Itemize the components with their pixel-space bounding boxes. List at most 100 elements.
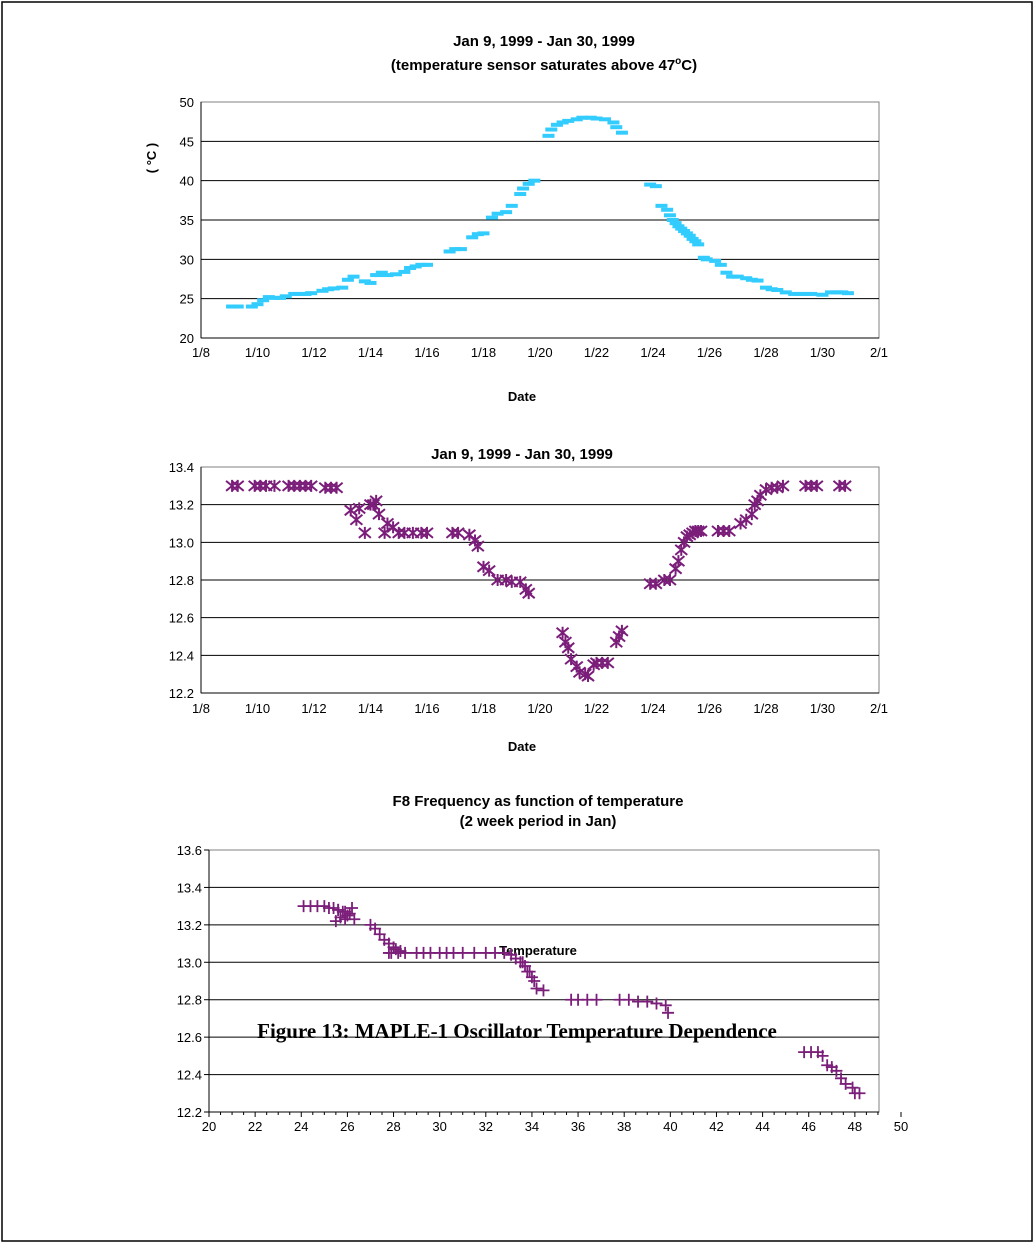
- chart1-point: [251, 302, 264, 307]
- chart2-point: [471, 540, 485, 553]
- chart1-point: [590, 116, 603, 121]
- chart2-point: [482, 564, 496, 577]
- chart3-x-tick-label: 24: [294, 1119, 308, 1134]
- chart1-point: [675, 226, 688, 231]
- chart1-point: [720, 270, 733, 275]
- chart1-point: [522, 181, 535, 186]
- chart3-point: [839, 1077, 852, 1090]
- chart2-point: [745, 508, 759, 521]
- frequency-vs-date-chart: Jan 9, 1999 - Jan 30, 1999 Date 12.2 12.4…: [169, 446, 888, 754]
- chart3-y-tick-label: 13.0: [177, 955, 202, 970]
- chart1-point: [375, 270, 388, 275]
- chart3-title: F8 Frequency as function of temperature: [393, 793, 684, 810]
- chart3-point: [530, 982, 543, 995]
- chart3-x-tick-label: 48: [848, 1119, 862, 1134]
- chart1-point: [576, 115, 589, 120]
- chart2-point: [671, 555, 686, 568]
- chart1-point: [542, 133, 555, 138]
- chart3-point: [622, 993, 635, 1006]
- chart2-point: [352, 502, 366, 515]
- chart1-x-tick-label: 1/10: [245, 345, 270, 360]
- chart2-point: [776, 479, 790, 492]
- chart2-y-tick-label: 12.4: [169, 648, 194, 663]
- chart3-point: [348, 913, 361, 926]
- chart1-x-tick-label: 1/30: [810, 345, 835, 360]
- chart1-point: [364, 280, 377, 285]
- chart3-x-tick-label: 40: [663, 1119, 677, 1134]
- chart2-point: [522, 587, 536, 600]
- chart2-point: [369, 494, 383, 507]
- chart2-y-tick-label: 13.0: [169, 535, 194, 550]
- chart3-y-tick-label: 13.6: [177, 843, 202, 858]
- chart2-point: [451, 526, 465, 539]
- chart3-point: [537, 984, 550, 997]
- chart1-point: [443, 249, 456, 254]
- chart3-point: [456, 946, 469, 959]
- chart1-point: [678, 229, 691, 234]
- chart1-x-tick-label: 1/28: [753, 345, 778, 360]
- chart1-point: [680, 231, 693, 236]
- chart1-point: [663, 213, 676, 218]
- chart2-point: [649, 577, 663, 590]
- chart2-point: [694, 525, 708, 538]
- chart3-point: [590, 993, 603, 1006]
- chart3-x-axis-label: Temperature: [499, 943, 577, 958]
- chart1-point: [672, 224, 685, 229]
- chart1-point: [666, 218, 679, 222]
- chart2-x-tick-label: 1/16: [414, 701, 439, 716]
- chart1-point: [661, 207, 674, 212]
- chart1-point: [514, 192, 527, 197]
- chart1-x-tick-label: 1/16: [414, 345, 439, 360]
- chart1-x-axis-label: Date: [508, 389, 536, 404]
- chart1-point: [341, 277, 354, 282]
- chart1-point: [816, 292, 829, 297]
- chart2-point: [420, 526, 434, 539]
- chart1-point: [389, 272, 402, 277]
- chart1-point: [485, 215, 498, 220]
- chart2-point: [231, 479, 245, 492]
- chart2-title: Jan 9, 1999 - Jan 30, 1999: [431, 446, 613, 463]
- chart3-point: [641, 995, 654, 1008]
- chart2-y-tick-label: 13.2: [169, 498, 194, 513]
- chart2-y-tick-label: 12.2: [169, 686, 194, 701]
- chart3-x-tick-label: 50: [894, 1119, 908, 1134]
- chart1-point: [245, 304, 258, 309]
- chart2-x-tick-label: 1/18: [471, 701, 496, 716]
- figure-caption: Figure 13: MAPLE-1 Oscillator Temperatur…: [257, 1019, 777, 1043]
- chart3-point: [346, 902, 359, 915]
- chart1-y-tick-label: 45: [180, 134, 194, 149]
- chart1-point: [454, 247, 467, 252]
- chart2-point: [349, 513, 364, 526]
- chart1-title: Jan 9, 1999 - Jan 30, 1999: [453, 33, 635, 50]
- chart2-point: [372, 508, 386, 521]
- chart3-y-tick-label: 13.2: [177, 918, 202, 933]
- chart1-point: [615, 130, 628, 135]
- chart1-point: [257, 298, 270, 303]
- chart1-point: [398, 269, 411, 274]
- chart2-x-tick-label: 1/20: [527, 701, 552, 716]
- chart2-point: [601, 656, 615, 669]
- chart1-point: [841, 291, 854, 296]
- chart2-point: [722, 525, 736, 538]
- chart2-x-tick-label: 1/30: [810, 701, 835, 716]
- chart2-point: [691, 525, 705, 538]
- chart3-y-tick-label: 12.8: [177, 993, 202, 1008]
- chart2-x-tick-label: 1/24: [640, 701, 665, 716]
- chart2-point: [615, 624, 629, 637]
- chart1-point: [771, 288, 784, 293]
- chart1-point: [305, 291, 318, 296]
- chart2-point: [358, 526, 372, 539]
- chart1-point: [517, 186, 530, 191]
- chart2-x-tick-label: 1/14: [358, 701, 383, 716]
- chart3-x-tick-label: 30: [432, 1119, 446, 1134]
- chart3-point: [516, 956, 529, 969]
- chart1-point: [700, 257, 713, 262]
- chart1-point: [491, 211, 504, 216]
- chart1-subtitle: (temperature sensor saturates above 47oC…: [391, 56, 697, 74]
- chart3-x-tick-label: 32: [479, 1119, 493, 1134]
- chart1-y-tick-label: 40: [180, 174, 194, 189]
- chart1-point: [655, 203, 668, 208]
- chart3-x-tick-label: 44: [755, 1119, 769, 1134]
- chart3-y-tick-label: 13.4: [177, 880, 202, 895]
- chart3-point: [498, 946, 511, 959]
